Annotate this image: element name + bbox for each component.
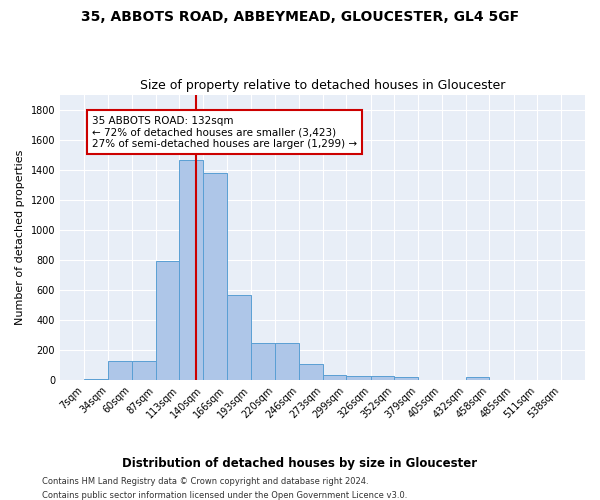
- Text: 35 ABBOTS ROAD: 132sqm
← 72% of detached houses are smaller (3,423)
27% of semi-: 35 ABBOTS ROAD: 132sqm ← 72% of detached…: [92, 116, 357, 149]
- Bar: [203, 174, 227, 380]
- Title: Size of property relative to detached houses in Gloucester: Size of property relative to detached ho…: [140, 79, 505, 92]
- Bar: [346, 376, 371, 380]
- Text: 35, ABBOTS ROAD, ABBEYMEAD, GLOUCESTER, GL4 5GF: 35, ABBOTS ROAD, ABBEYMEAD, GLOUCESTER, …: [81, 10, 519, 24]
- Bar: [251, 343, 275, 380]
- Bar: [466, 377, 489, 380]
- Bar: [323, 375, 346, 380]
- Bar: [227, 294, 251, 380]
- Bar: [156, 260, 179, 380]
- Bar: [179, 160, 203, 380]
- Y-axis label: Number of detached properties: Number of detached properties: [15, 150, 25, 325]
- Bar: [299, 364, 323, 380]
- Bar: [131, 360, 156, 380]
- Text: Contains public sector information licensed under the Open Government Licence v3: Contains public sector information licen…: [42, 491, 407, 500]
- Bar: [275, 343, 299, 380]
- Text: Contains HM Land Registry data © Crown copyright and database right 2024.: Contains HM Land Registry data © Crown c…: [42, 478, 368, 486]
- Bar: [394, 377, 418, 380]
- Text: Distribution of detached houses by size in Gloucester: Distribution of detached houses by size …: [122, 458, 478, 470]
- Bar: [84, 378, 108, 380]
- Bar: [108, 360, 131, 380]
- Bar: [371, 376, 394, 380]
